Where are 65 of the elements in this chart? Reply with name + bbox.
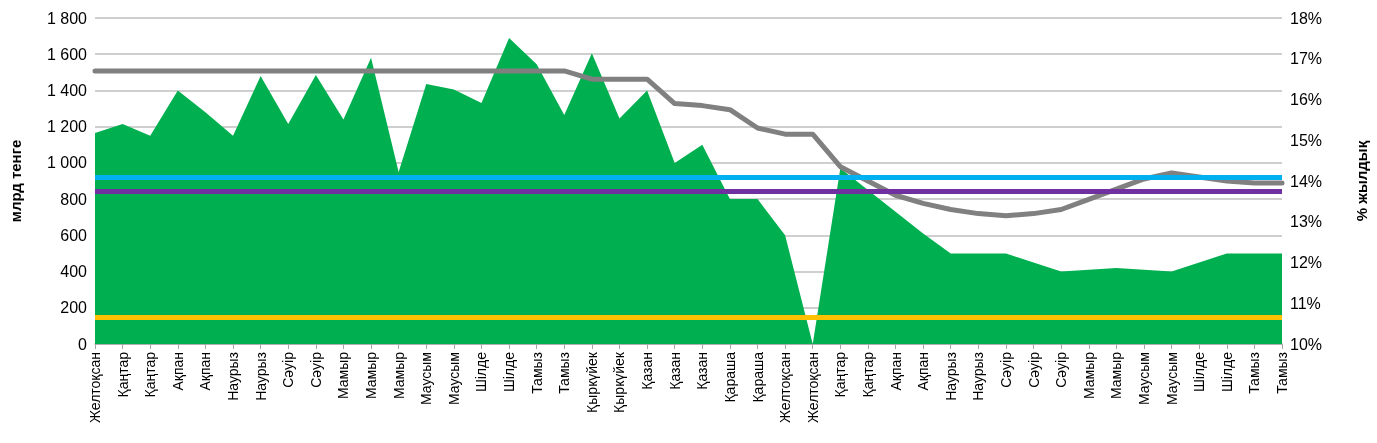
- y-axis-title: млрд тенге: [7, 139, 24, 223]
- x-tick-label: Сәуір: [997, 351, 1014, 388]
- x-tick-label: Қаңтар: [114, 351, 131, 398]
- x-tick-label: Наурыз: [942, 352, 959, 401]
- x-tick-label: Мамыр: [1080, 351, 1097, 400]
- x-tick-label: Қараша: [721, 351, 738, 403]
- x-tick-label: Мамыр: [335, 351, 352, 400]
- x-tick-label: Қараша: [749, 351, 766, 403]
- x-tick-label: Қаңтар: [142, 351, 159, 398]
- x-tick-label: Тамыз: [1246, 352, 1263, 394]
- x-tick-label: Қазан: [666, 352, 683, 390]
- x-tick-label: Маусым: [445, 352, 462, 405]
- y-tick-label: 1 600: [46, 45, 88, 63]
- x-tick-label: Шілде: [1218, 351, 1235, 393]
- x-tick-label: Шілде: [501, 351, 518, 393]
- x-tick-label: Ақпан: [169, 352, 186, 391]
- y-tick-label: 0: [78, 335, 88, 353]
- x-tick-label: Қазан: [694, 352, 711, 390]
- x-tick-label: Ақпан: [915, 352, 932, 391]
- x-tick-label: Маусым: [418, 352, 435, 405]
- x-tick-label: Наурыз: [970, 352, 987, 401]
- x-tick-label: Қазан: [639, 352, 656, 390]
- y2-tick-label: 13%: [1290, 213, 1323, 231]
- x-tick-label: Мамыр: [1108, 351, 1125, 400]
- x-tick-label: Мамыр: [390, 351, 407, 400]
- y-tick-label: 1 200: [46, 118, 88, 136]
- y-tick-label: 400: [60, 263, 88, 281]
- x-tick-label: Желтоқсан: [87, 352, 103, 423]
- x-tick-label: Сәуір: [280, 351, 297, 388]
- y2-tick-label: 15%: [1290, 131, 1323, 149]
- x-tick-label: Маусым: [1163, 352, 1180, 405]
- y-tick-label: 1 000: [46, 154, 88, 172]
- y-tick-label: 1 400: [46, 81, 88, 99]
- y-tick-label: 800: [60, 190, 88, 208]
- y2-tick-label: 16%: [1290, 91, 1323, 108]
- y-tick-label: 1 800: [46, 9, 88, 27]
- x-tick-label: Желтоқсан: [777, 352, 794, 423]
- y2-tick-label: 14%: [1290, 172, 1323, 190]
- x-tick-label: Маусым: [1135, 352, 1152, 405]
- x-tick-label: Шілде: [1191, 351, 1208, 393]
- x-tick-label: Қыркүйек: [611, 351, 628, 413]
- x-tick-label: Наурыз: [225, 352, 242, 401]
- y2-tick-label: 18%: [1290, 9, 1323, 27]
- y2-tick-label: 17%: [1290, 50, 1323, 68]
- y2-tick-label: 12%: [1290, 254, 1323, 271]
- x-tick-label: Тамыз: [1274, 352, 1290, 394]
- x-tick-label: Мамыр: [363, 351, 380, 400]
- y2-tick-label: 10%: [1290, 335, 1323, 353]
- x-tick-label: Сәуір: [1053, 351, 1070, 388]
- x-tick-label: Ақпан: [197, 352, 214, 391]
- x-tick-label: Сәуір: [1025, 351, 1042, 388]
- x-tick-label: Қаңтар: [832, 351, 849, 398]
- y2-tick-label: 11%: [1290, 294, 1321, 312]
- x-tick-label: Шілде: [473, 351, 490, 393]
- x-tick-label: Сәуір: [307, 351, 324, 388]
- x-tick-label: Тамыз: [528, 352, 545, 394]
- x-tick-label: Тамыз: [556, 352, 573, 394]
- y-tick-label: 200: [60, 299, 88, 317]
- x-tick-label: Наурыз: [252, 352, 269, 401]
- x-tick-label: Желтоқсан: [804, 352, 821, 423]
- y-tick-label: 600: [60, 226, 88, 244]
- x-tick-label: Қыркүйек: [583, 351, 600, 413]
- y2-axis-title: % жылдық: [1353, 140, 1370, 222]
- x-tick-label: Қаңтар: [859, 351, 876, 398]
- x-tick-label: Ақпан: [887, 352, 904, 391]
